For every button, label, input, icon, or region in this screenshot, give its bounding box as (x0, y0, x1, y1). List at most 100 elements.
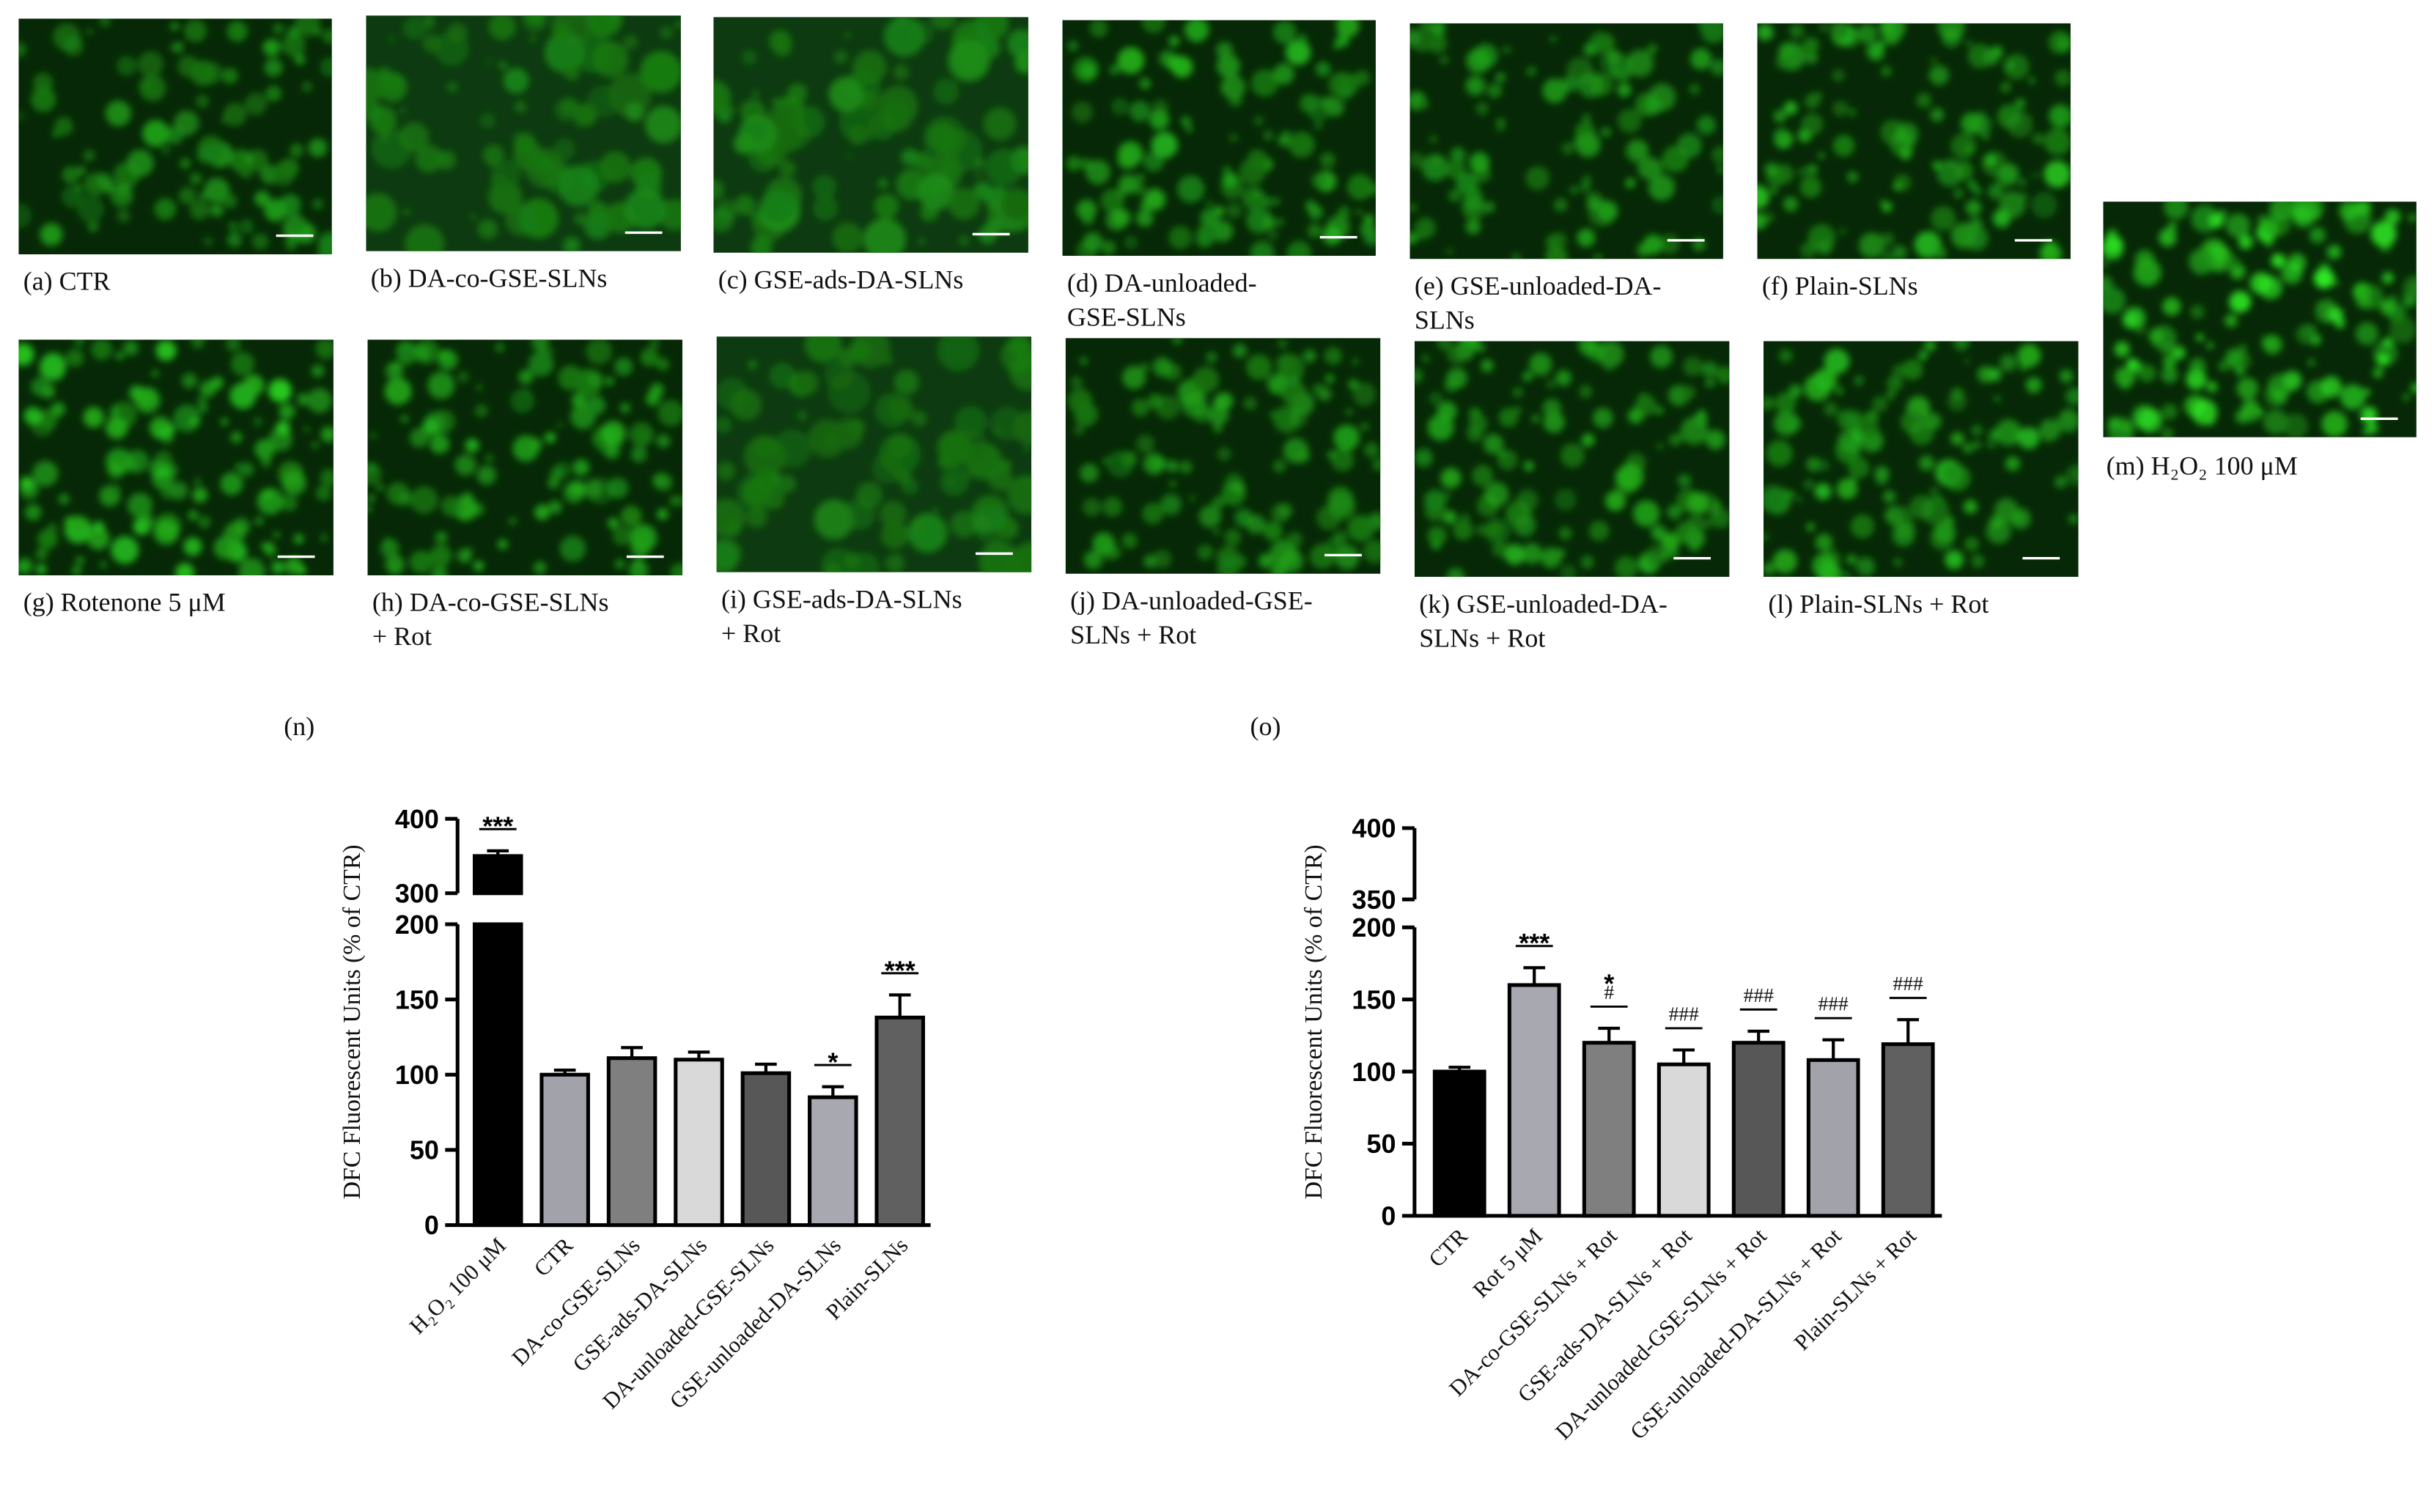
cell (262, 39, 281, 56)
cell (173, 404, 201, 432)
cell (438, 350, 458, 370)
cell (366, 193, 397, 232)
cell (503, 67, 529, 94)
cell (821, 547, 856, 572)
cells (18, 339, 334, 575)
cell (518, 198, 559, 239)
cell (1945, 159, 1956, 169)
cell (1835, 386, 1843, 395)
bar (1806, 1058, 1860, 1218)
bar (740, 1071, 792, 1228)
panel-label: SLNs (1415, 306, 1475, 335)
cell (100, 561, 107, 568)
cell (460, 492, 474, 507)
cell (1272, 63, 1294, 85)
cell (1849, 108, 1857, 117)
cell (1298, 34, 1308, 43)
cell (1481, 359, 1494, 372)
cell (1495, 73, 1506, 83)
cell (1788, 384, 1802, 398)
cell (2327, 306, 2344, 323)
cell (1651, 525, 1667, 541)
cell (1143, 453, 1165, 475)
cell (1909, 421, 1934, 446)
cell (656, 357, 670, 372)
cell (2161, 366, 2178, 384)
cell (454, 454, 476, 476)
cell (2389, 316, 2417, 344)
cell (614, 357, 633, 376)
cell (497, 539, 509, 550)
cell (2103, 237, 2124, 260)
cell (1812, 91, 1823, 102)
cell (1253, 115, 1264, 127)
cell (1220, 75, 1246, 100)
cell (232, 517, 251, 536)
cell (1778, 349, 1793, 363)
cell (572, 459, 590, 476)
cell (918, 173, 955, 210)
cell (87, 221, 99, 232)
cell (2031, 191, 2057, 218)
cell (999, 459, 1012, 473)
cell (2261, 219, 2280, 237)
cell (863, 218, 907, 253)
cell (1650, 345, 1673, 369)
cell (1469, 152, 1490, 173)
cell (403, 208, 410, 215)
cell (35, 548, 48, 561)
cell (479, 112, 496, 129)
cell (83, 407, 104, 428)
cell (32, 460, 59, 487)
cell (513, 131, 520, 139)
cell (2206, 381, 2218, 393)
cell (1874, 465, 1890, 481)
micrograph (18, 18, 332, 255)
cell (1468, 413, 1488, 433)
cell (738, 114, 777, 153)
cell (1119, 174, 1138, 194)
cell (547, 347, 554, 355)
cell (1676, 133, 1702, 158)
cell (628, 560, 649, 575)
cell (2332, 279, 2340, 287)
cell (86, 28, 94, 35)
cell (1272, 460, 1286, 473)
cell (1999, 163, 2019, 183)
cell (2065, 387, 2079, 405)
cell (1072, 56, 1099, 83)
cell (1615, 67, 1631, 82)
cell (1591, 40, 1602, 51)
cell (1846, 554, 1857, 565)
bar (1657, 1062, 1711, 1218)
cell (1484, 518, 1511, 545)
micrograph (367, 339, 683, 575)
cell (1484, 482, 1509, 507)
cell (1918, 350, 1928, 361)
cell (1431, 155, 1443, 166)
cells (716, 336, 1032, 572)
cell (1268, 230, 1278, 240)
cell (508, 517, 517, 526)
cell (1846, 171, 1859, 183)
panel-label: (e) GSE-unloaded-DA- (1415, 271, 1662, 300)
panel-label: + Rot (721, 619, 781, 648)
cell (1522, 543, 1543, 564)
cell (1475, 102, 1489, 116)
cell (1555, 369, 1572, 386)
cell (254, 517, 264, 525)
cell (430, 545, 452, 567)
cell (1142, 502, 1164, 525)
cell (2189, 304, 2205, 320)
cell (391, 363, 399, 371)
cell (1617, 108, 1642, 133)
cell (1757, 185, 1769, 210)
cell (2137, 364, 2156, 383)
cell (1889, 505, 1913, 529)
cell (93, 521, 105, 533)
cell (1700, 23, 1723, 44)
cell (1971, 114, 1991, 135)
bar (1507, 983, 1561, 1218)
cell (812, 195, 839, 221)
cell (1677, 473, 1692, 488)
